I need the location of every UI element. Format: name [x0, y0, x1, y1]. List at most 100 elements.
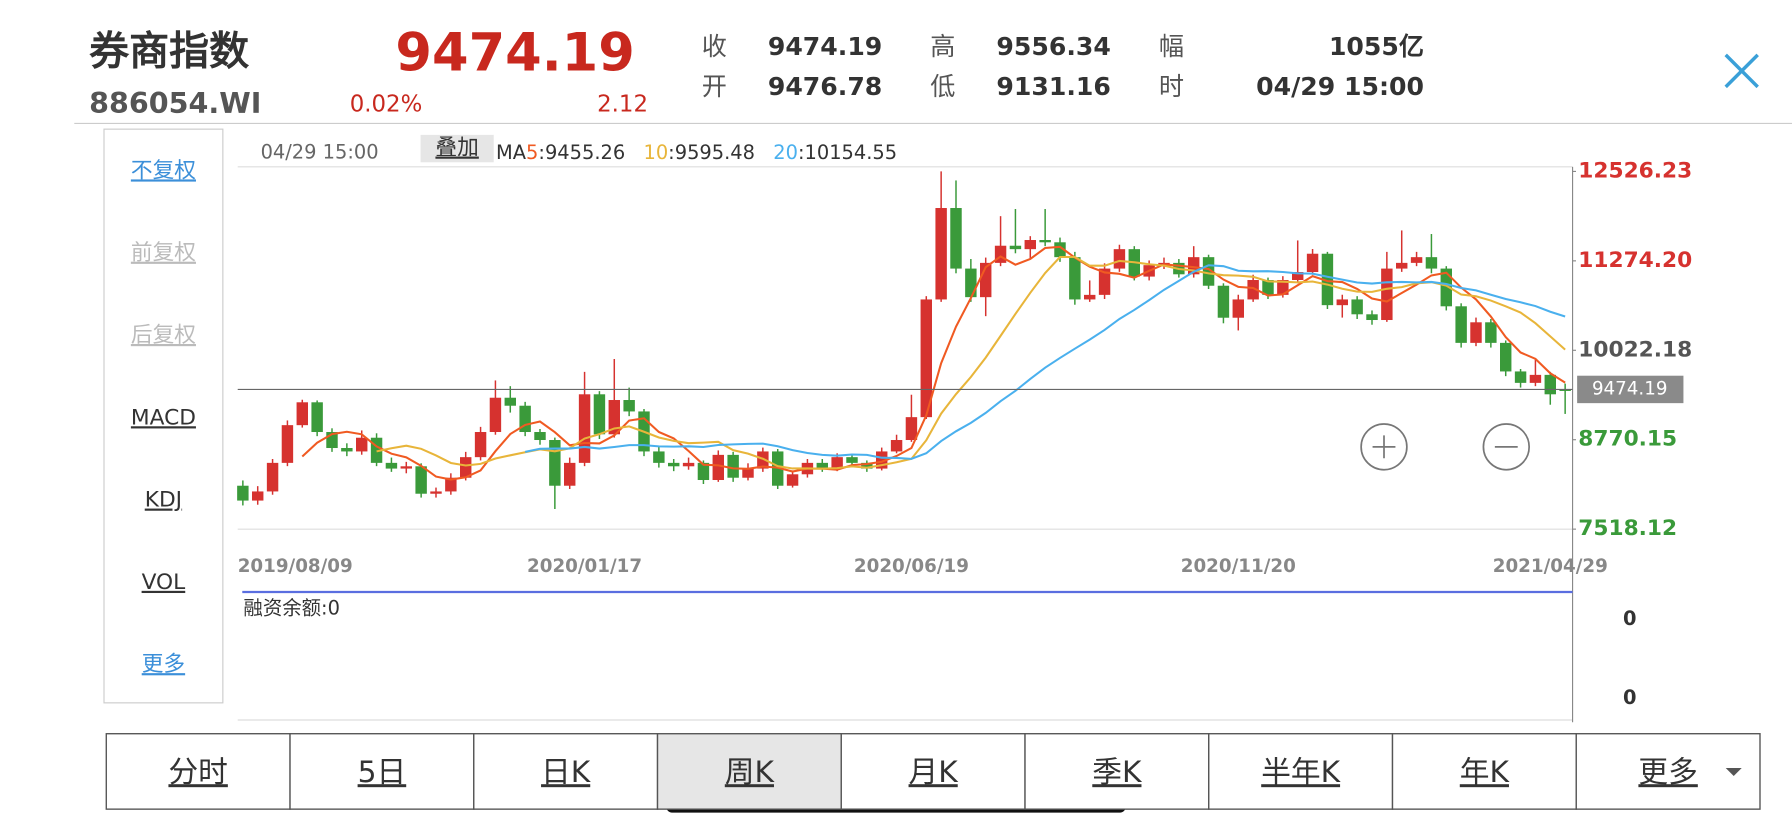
candle-body [876, 451, 888, 469]
candle-body [1440, 268, 1452, 307]
candle-body [296, 402, 308, 426]
candle-body [1321, 253, 1334, 306]
stat-value: 04/29 15:00 [1256, 72, 1424, 101]
candle-body [1485, 322, 1497, 343]
candle-body [1069, 257, 1081, 300]
tab-label[interactable]: 周K [725, 755, 776, 790]
tab[interactable] [840, 733, 1026, 810]
tab-label[interactable]: 日K [541, 755, 592, 790]
ma-period: 5 [526, 141, 538, 164]
tab-label[interactable]: 半年K [1261, 755, 1341, 790]
candle-body [1425, 257, 1438, 269]
zoom-in-icon[interactable] [1372, 435, 1396, 459]
tab-label[interactable]: 更多 [1638, 755, 1697, 790]
candle-body [608, 400, 620, 435]
sidebar-item[interactable]: 不复权 [131, 158, 196, 183]
sidebar-item[interactable]: 后复权 [131, 323, 196, 348]
tab-label[interactable]: 月K [909, 755, 960, 790]
close-icon[interactable] [1724, 53, 1759, 89]
sub-tick: 0 [1623, 686, 1637, 709]
candle-body [831, 457, 843, 469]
candle-body [1455, 306, 1467, 343]
ma-period: 10 [643, 141, 668, 164]
candle-body [1232, 299, 1244, 318]
y-tick-label: 11274.20 [1578, 248, 1692, 273]
tab-label[interactable]: 季K [1092, 755, 1143, 790]
candle-body [266, 462, 279, 492]
candle-body [549, 440, 561, 486]
stat-label: 开 [702, 72, 727, 101]
close-button[interactable] [1724, 53, 1759, 89]
sidebar-item[interactable]: 前复权 [131, 241, 196, 266]
candle-body [1500, 342, 1512, 372]
zoom-in-circle[interactable] [1360, 423, 1408, 471]
candle-body [474, 432, 487, 458]
overlay-label[interactable]: 叠加 [435, 136, 478, 161]
stat-label: 高 [930, 32, 955, 61]
candle-body [1410, 257, 1423, 263]
candle-body [1113, 249, 1126, 269]
sidebar-item[interactable]: 更多 [142, 652, 185, 677]
candle-body [950, 208, 962, 269]
zoom-out-circle[interactable] [1482, 423, 1530, 471]
index-code: 886054.WI [89, 86, 261, 120]
sub-label: 融资余额:0 [243, 597, 340, 620]
candle-body [1217, 285, 1230, 318]
ma-legend: MA5:9455.26 10:9595.48 20:10154.55 [496, 141, 897, 164]
candle-body [489, 397, 502, 433]
tab-label[interactable]: 5日 [358, 755, 407, 790]
candle-body [415, 466, 427, 494]
stat-value: 9476.78 [768, 72, 882, 101]
ma-value: 9595.48 [675, 141, 755, 164]
tab[interactable] [1208, 733, 1394, 810]
ma-line [524, 264, 1566, 460]
ma-sep: : [538, 141, 545, 164]
stat-label: 时 [1159, 72, 1184, 101]
candle-body [1336, 299, 1348, 306]
candle-body [846, 457, 858, 463]
candle-body [252, 491, 264, 501]
candle-body [1470, 322, 1482, 343]
candle-body [1247, 280, 1259, 300]
candle-body [816, 462, 828, 469]
candle-body [400, 466, 412, 469]
candle-body [727, 454, 739, 478]
candle-body [757, 451, 769, 469]
tab-label[interactable]: 分时 [168, 755, 227, 790]
sidebar-item[interactable]: MACD [131, 405, 196, 430]
y-tick-label: 12526.23 [1578, 158, 1692, 183]
tab[interactable] [1024, 733, 1210, 810]
candle-body [1514, 371, 1527, 383]
candle-body [994, 245, 1007, 263]
candle-body [1054, 242, 1066, 258]
ma-sep: : [798, 141, 805, 164]
ma-line [376, 255, 1566, 470]
stat-label: 收 [702, 32, 727, 61]
overlay-button[interactable] [420, 134, 494, 163]
stat-label: 幅 [1159, 32, 1184, 61]
ma-prefix: MA [496, 141, 527, 164]
sidebar-item[interactable]: KDJ [145, 488, 182, 513]
zoom-in[interactable] [1360, 423, 1408, 471]
tab[interactable] [656, 733, 842, 810]
candle-body [1098, 268, 1111, 295]
sidebar-frame [103, 128, 224, 704]
x-tick-label: 2020/11/20 [1181, 556, 1296, 577]
x-tick-label: 2021/04/29 [1493, 556, 1608, 577]
tab-dropdown [1725, 768, 1742, 776]
ma-period: 20 [773, 141, 798, 164]
stat-value: 9131.16 [996, 72, 1110, 101]
tab-label[interactable]: 年K [1460, 755, 1511, 790]
zoom-out[interactable] [1482, 423, 1530, 471]
candle-body [682, 462, 695, 467]
candle-body [1262, 280, 1274, 295]
candle-body [1202, 257, 1215, 286]
candle-body [281, 425, 294, 463]
candle-body [445, 477, 457, 492]
sidebar-item[interactable]: VOL [142, 570, 186, 595]
candle-body [1277, 280, 1289, 295]
candle-body [980, 262, 992, 298]
ma-value: 10154.55 [805, 141, 898, 164]
candle-body [623, 400, 635, 412]
